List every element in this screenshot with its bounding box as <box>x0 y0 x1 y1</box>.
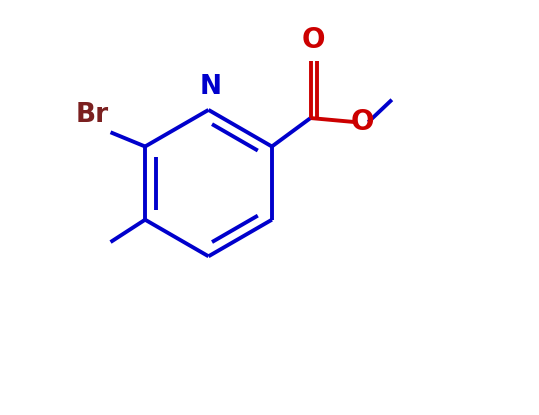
Text: Br: Br <box>75 102 108 128</box>
Text: O: O <box>302 26 326 54</box>
Text: N: N <box>199 74 222 100</box>
Text: O: O <box>351 108 374 136</box>
